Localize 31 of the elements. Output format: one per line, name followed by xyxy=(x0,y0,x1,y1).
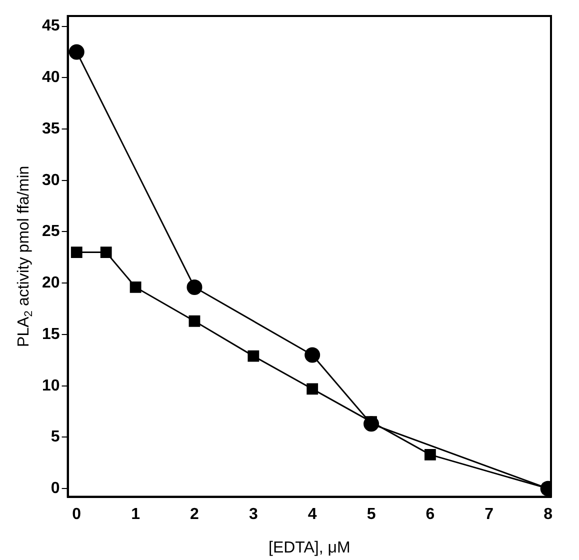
y-tick-label: 35 xyxy=(42,120,60,138)
x-tick-label: 0 xyxy=(72,506,82,523)
x-tick-label: 8 xyxy=(544,506,553,523)
y-tick-label: 0 xyxy=(50,480,60,497)
y-tick-label: 25 xyxy=(42,223,60,240)
y-tick-label: 15 xyxy=(42,326,60,343)
x-tick-label: 4 xyxy=(308,506,317,523)
x-tick-label: 3 xyxy=(248,506,258,523)
y-tick-label: 20 xyxy=(42,274,60,292)
y-tick-label: 40 xyxy=(42,69,60,86)
point xyxy=(248,350,260,362)
y-tick-label: 5 xyxy=(50,428,60,446)
x-axis-title: [EDTA], μM xyxy=(268,539,350,556)
y-tick-label: 30 xyxy=(42,172,60,189)
point xyxy=(130,282,142,293)
point xyxy=(424,448,436,460)
point xyxy=(68,44,84,60)
point xyxy=(100,246,112,258)
x-tick-label: 2 xyxy=(190,506,200,523)
x-tick-label: 6 xyxy=(426,506,435,523)
y-axis-title: PLA2 activity pmol ffa/min xyxy=(15,166,35,347)
y-tick-label: 10 xyxy=(42,377,60,394)
point xyxy=(186,279,202,295)
point xyxy=(304,347,320,363)
x-tick-label: 1 xyxy=(131,506,140,523)
point xyxy=(188,315,200,327)
x-tick-label: 5 xyxy=(366,506,376,523)
point xyxy=(70,246,82,258)
x-tick-label: 7 xyxy=(484,506,494,523)
point xyxy=(306,383,318,395)
y-tick-label: 45 xyxy=(42,18,60,35)
